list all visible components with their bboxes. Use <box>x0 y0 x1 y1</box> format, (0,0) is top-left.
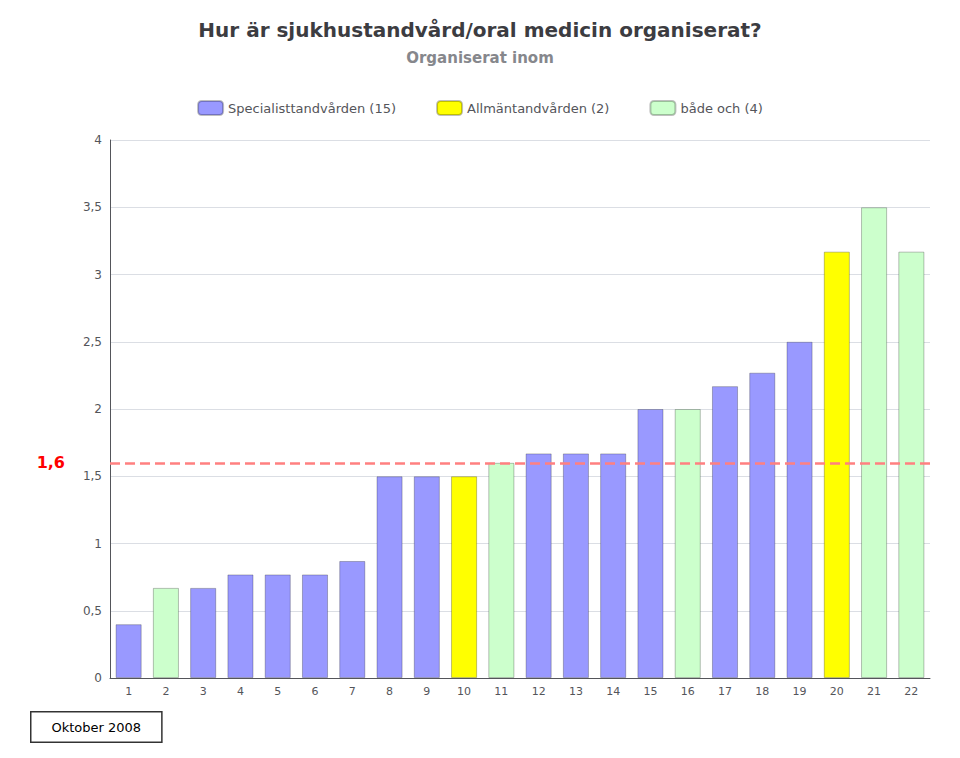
svg-text:10: 10 <box>457 685 471 698</box>
svg-text:4: 4 <box>94 133 102 147</box>
svg-text:Organiserat inom: Organiserat inom <box>406 49 554 67</box>
svg-text:9: 9 <box>423 685 430 698</box>
svg-text:18: 18 <box>755 685 769 698</box>
svg-text:14: 14 <box>606 685 620 698</box>
svg-text:17: 17 <box>718 685 732 698</box>
svg-text:11: 11 <box>494 685 508 698</box>
svg-text:1,5: 1,5 <box>83 469 102 483</box>
svg-text:3: 3 <box>94 268 102 282</box>
svg-text:2,5: 2,5 <box>83 335 102 349</box>
svg-text:Oktober 2008: Oktober 2008 <box>52 720 142 735</box>
svg-text:1: 1 <box>125 685 132 698</box>
svg-text:5: 5 <box>274 685 281 698</box>
svg-text:1,6: 1,6 <box>37 453 65 472</box>
svg-text:20: 20 <box>830 685 844 698</box>
svg-text:21: 21 <box>867 685 881 698</box>
svg-text:8: 8 <box>386 685 393 698</box>
svg-text:16: 16 <box>681 685 695 698</box>
svg-text:15: 15 <box>643 685 657 698</box>
svg-text:Specialisttandvården (15): Specialisttandvården (15) <box>228 101 396 116</box>
svg-text:6: 6 <box>312 685 319 698</box>
svg-text:0,5: 0,5 <box>83 604 102 618</box>
svg-text:Allmäntandvården (2): Allmäntandvården (2) <box>467 101 609 116</box>
svg-text:19: 19 <box>793 685 807 698</box>
svg-text:1: 1 <box>94 537 102 551</box>
svg-text:4: 4 <box>237 685 244 698</box>
svg-text:22: 22 <box>904 685 918 698</box>
svg-text:Hur är sjukhustandvård/oral me: Hur är sjukhustandvård/oral medicin orga… <box>198 18 761 42</box>
svg-text:12: 12 <box>532 685 546 698</box>
svg-text:0: 0 <box>94 671 102 685</box>
svg-text:13: 13 <box>569 685 583 698</box>
svg-text:både och (4): både och (4) <box>680 101 763 116</box>
svg-text:7: 7 <box>349 685 356 698</box>
svg-text:2: 2 <box>94 402 102 416</box>
svg-text:3: 3 <box>200 685 207 698</box>
svg-text:2: 2 <box>162 685 169 698</box>
svg-text:3,5: 3,5 <box>83 200 102 214</box>
